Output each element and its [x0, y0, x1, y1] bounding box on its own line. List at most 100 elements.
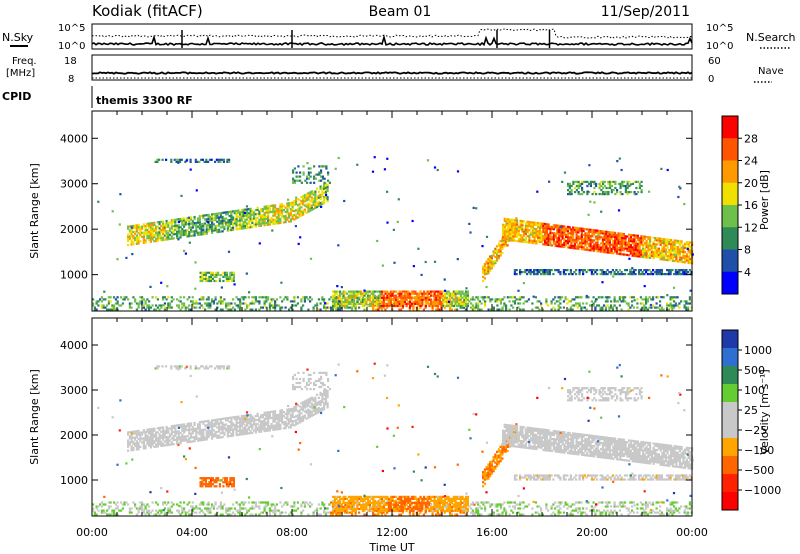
data-cell [307, 194, 310, 197]
data-cell [552, 306, 555, 309]
data-cell [557, 269, 560, 272]
data-cell [258, 302, 261, 305]
data-cell [149, 428, 152, 431]
data-cell [671, 245, 674, 248]
data-cell [584, 234, 587, 237]
data-cell [667, 304, 670, 307]
data-cell [325, 165, 328, 168]
data-cell [158, 304, 161, 307]
data-cell [207, 432, 210, 435]
data-cell [524, 269, 527, 272]
data-cell [319, 410, 322, 413]
data-cell [407, 302, 410, 305]
data-cell [608, 308, 611, 311]
data-cell [134, 438, 137, 441]
data-cell [649, 248, 652, 251]
data-cell [232, 434, 235, 437]
data-cell [542, 239, 545, 242]
data-cell [670, 253, 673, 256]
data-cell [195, 189, 198, 192]
data-cell [312, 308, 315, 311]
data-cell [296, 414, 299, 417]
data-cell [463, 294, 466, 297]
data-cell [330, 308, 333, 311]
data-cell [589, 180, 592, 183]
data-cell [640, 237, 643, 240]
data-cell [222, 160, 225, 163]
data-cell [207, 213, 210, 216]
data-cell [590, 271, 593, 274]
data-cell [669, 273, 672, 276]
data-cell [586, 228, 589, 231]
data-cell [648, 306, 651, 309]
data-cell [134, 430, 137, 433]
data-cell [339, 298, 342, 301]
data-cell [244, 416, 247, 419]
data-cell [249, 209, 252, 212]
data-cell [174, 430, 177, 433]
data-cell [131, 253, 134, 256]
data-cell [575, 302, 578, 305]
data-cell [563, 241, 566, 244]
data-cell [410, 296, 413, 299]
data-cell [169, 306, 172, 309]
data-cell [438, 294, 441, 297]
data-cell [261, 420, 264, 423]
data-cell [267, 221, 270, 224]
data-cell [226, 223, 229, 226]
data-cell [531, 221, 534, 224]
data-cell [540, 232, 543, 235]
data-cell [316, 195, 319, 198]
data-cell [160, 235, 163, 238]
data-cell [617, 182, 620, 185]
data-cell [354, 292, 357, 295]
data-cell [426, 302, 429, 305]
data-cell [596, 239, 599, 242]
data-cell [401, 306, 404, 309]
data-cell [281, 203, 284, 206]
data-cell [681, 271, 684, 274]
data-cell [598, 186, 601, 190]
data-cell [610, 271, 613, 274]
data-cell [674, 273, 677, 276]
data-cell [382, 296, 385, 299]
data-cell [424, 304, 427, 308]
data-cell [519, 271, 522, 274]
data-cell [605, 234, 608, 237]
data-cell [144, 302, 147, 305]
data-cell [649, 254, 652, 257]
data-cell [536, 300, 539, 303]
data-cell [537, 238, 540, 241]
data-cell [540, 238, 543, 242]
data-cell [95, 300, 98, 303]
data-cell [162, 432, 165, 435]
data-cell [354, 290, 357, 293]
data-cell [155, 435, 158, 438]
data-cell [675, 260, 678, 263]
data-cell [519, 234, 522, 237]
data-cell [218, 279, 221, 283]
data-cell [577, 229, 580, 232]
data-cell [233, 283, 236, 286]
data-cell [342, 302, 345, 305]
data-cell [494, 298, 497, 301]
data-cell [347, 294, 350, 297]
data-cell [638, 239, 641, 242]
data-cell [295, 201, 298, 204]
data-cell [142, 237, 145, 240]
data-cell [666, 273, 669, 276]
data-cell [556, 226, 559, 229]
data-cell [288, 410, 291, 413]
data-cell [230, 432, 233, 435]
data-cell [377, 308, 380, 311]
data-cell [163, 434, 166, 437]
data-cell [594, 237, 597, 240]
data-cell [230, 434, 233, 437]
data-cell [616, 189, 619, 192]
data-cell [586, 184, 589, 188]
data-cell [263, 302, 266, 305]
data-cell [573, 228, 576, 231]
data-cell [668, 255, 671, 258]
data-cell [181, 232, 184, 235]
data-cell [298, 413, 301, 416]
